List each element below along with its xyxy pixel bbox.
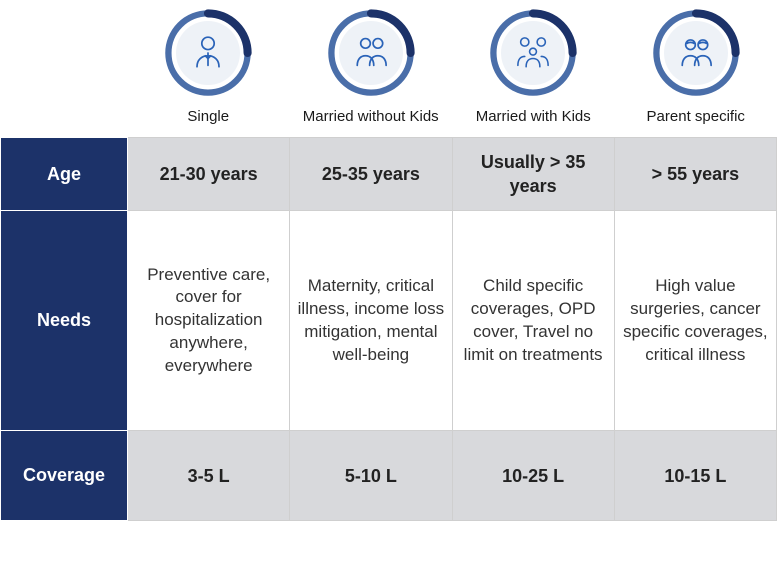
persona-label: Married without Kids bbox=[303, 108, 439, 127]
row-coverage: Coverage 3-5 L 5-10 L 10-25 L 10-15 L bbox=[1, 431, 777, 521]
cell-needs: Preventive care, cover for hospitalizati… bbox=[128, 211, 290, 431]
persona-inner bbox=[176, 21, 240, 85]
cell-needs: Maternity, critical illness, income loss… bbox=[290, 211, 452, 431]
persona-single: Single bbox=[127, 0, 290, 137]
persona-ring bbox=[163, 8, 253, 98]
persona-label: Parent specific bbox=[647, 108, 745, 127]
persona-parent: Parent specific bbox=[615, 0, 777, 137]
cell-needs: Child specific coverages, OPD cover, Tra… bbox=[452, 211, 614, 431]
rowlabel-coverage: Coverage bbox=[1, 431, 128, 521]
couple-icon bbox=[349, 31, 393, 75]
persona-label: Married with Kids bbox=[476, 108, 591, 127]
persona-inner bbox=[339, 21, 403, 85]
persona-ring bbox=[326, 8, 416, 98]
cell-coverage: 10-25 L bbox=[452, 431, 614, 521]
persona-ring bbox=[488, 8, 578, 98]
cell-age: 25-35 years bbox=[290, 137, 452, 211]
comparison-table: Age 21-30 years 25-35 years Usually > 35… bbox=[0, 137, 777, 522]
persona-married-kids: Married with Kids bbox=[452, 0, 615, 137]
cell-age: > 55 years bbox=[614, 137, 776, 211]
cell-coverage: 10-15 L bbox=[614, 431, 776, 521]
persona-married-no-kids: Married without Kids bbox=[290, 0, 453, 137]
persona-header: Single Married without Kids bbox=[0, 0, 777, 137]
persona-ring bbox=[651, 8, 741, 98]
cell-coverage: 3-5 L bbox=[128, 431, 290, 521]
rowlabel-age: Age bbox=[1, 137, 128, 211]
cell-age: 21-30 years bbox=[128, 137, 290, 211]
rowlabel-needs: Needs bbox=[1, 211, 128, 431]
row-age: Age 21-30 years 25-35 years Usually > 35… bbox=[1, 137, 777, 211]
single-icon bbox=[186, 31, 230, 75]
parents-icon bbox=[674, 31, 718, 75]
persona-inner bbox=[664, 21, 728, 85]
cell-coverage: 5-10 L bbox=[290, 431, 452, 521]
row-needs: Needs Preventive care, cover for hospita… bbox=[1, 211, 777, 431]
cell-age: Usually > 35 years bbox=[452, 137, 614, 211]
cell-needs: High value surgeries, cancer specific co… bbox=[614, 211, 776, 431]
persona-label: Single bbox=[187, 108, 229, 127]
header-spacer bbox=[0, 0, 127, 137]
family-icon bbox=[511, 31, 555, 75]
persona-inner bbox=[501, 21, 565, 85]
